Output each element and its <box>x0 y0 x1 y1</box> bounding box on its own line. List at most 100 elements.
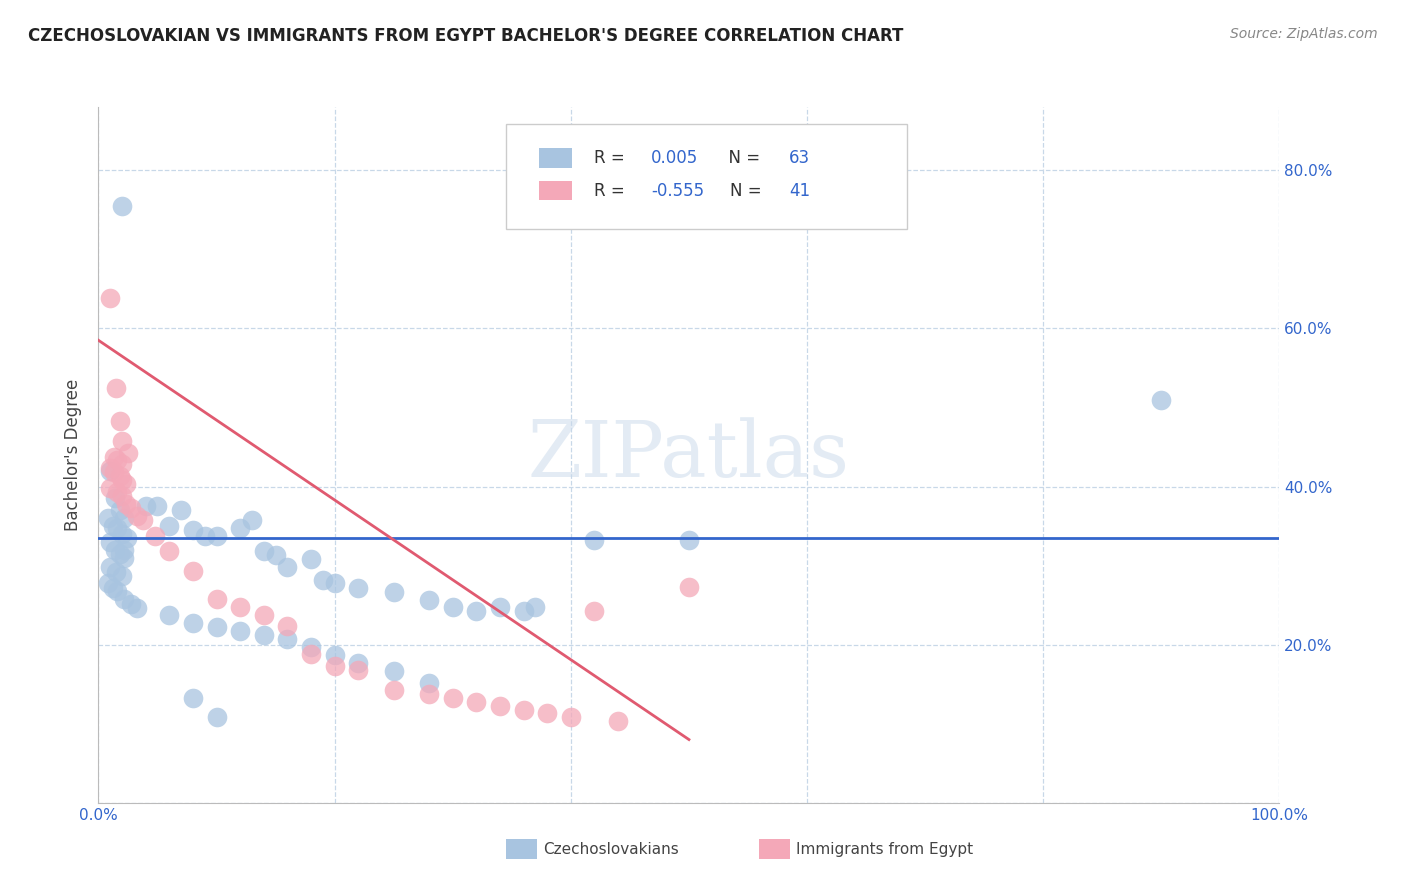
Point <box>181 523 204 537</box>
Point <box>441 599 464 614</box>
Point <box>418 592 440 607</box>
Point <box>111 458 134 472</box>
Point <box>181 615 204 630</box>
Point <box>112 542 135 557</box>
Point <box>276 560 298 574</box>
Point <box>98 464 121 478</box>
Point <box>146 500 169 514</box>
Text: Czechoslovakians: Czechoslovakians <box>543 842 679 856</box>
Point <box>489 599 512 614</box>
Point <box>111 199 134 213</box>
Point <box>312 573 335 587</box>
Point <box>111 473 134 487</box>
Point <box>1150 392 1173 407</box>
Point <box>98 461 121 475</box>
Point <box>583 533 606 547</box>
Point <box>157 519 180 533</box>
Point <box>418 675 440 690</box>
Point <box>101 581 124 595</box>
Point <box>105 453 128 467</box>
Point <box>105 521 128 535</box>
Point <box>157 607 180 622</box>
Point <box>132 513 155 527</box>
Point <box>108 414 131 428</box>
Point <box>105 565 128 579</box>
Point <box>253 607 276 622</box>
Point <box>441 690 464 705</box>
Point <box>105 485 128 500</box>
Point <box>127 508 149 523</box>
Point <box>98 560 121 574</box>
Point <box>108 469 131 483</box>
Point <box>205 591 228 606</box>
Point <box>127 600 149 615</box>
Point <box>114 497 136 511</box>
Text: Immigrants from Egypt: Immigrants from Egypt <box>796 842 973 856</box>
Point <box>170 503 193 517</box>
Point <box>111 434 134 448</box>
Point <box>382 664 405 678</box>
Point <box>115 531 138 545</box>
Point <box>111 489 134 503</box>
Point <box>560 710 582 724</box>
Point <box>121 597 143 611</box>
Point <box>105 583 128 598</box>
Point <box>229 521 252 535</box>
Point <box>205 528 228 542</box>
Point <box>157 544 180 558</box>
Point <box>512 702 534 716</box>
Point <box>347 581 370 595</box>
Point <box>205 710 228 724</box>
Point <box>607 714 630 729</box>
Point <box>299 647 322 661</box>
Point <box>489 698 512 713</box>
Point <box>143 528 166 542</box>
Point <box>97 576 120 591</box>
Point <box>121 500 143 515</box>
Point <box>253 544 276 558</box>
FancyBboxPatch shape <box>538 148 572 168</box>
Point <box>253 628 276 642</box>
Point <box>181 691 204 706</box>
Point <box>347 663 370 677</box>
Point <box>103 450 125 464</box>
FancyBboxPatch shape <box>506 124 907 229</box>
Point <box>678 580 700 594</box>
Point <box>97 511 120 525</box>
Point <box>112 591 135 606</box>
Point <box>114 477 136 491</box>
Text: 41: 41 <box>789 182 810 200</box>
Y-axis label: Bachelor's Degree: Bachelor's Degree <box>65 379 83 531</box>
Point <box>104 542 127 557</box>
Point <box>323 648 346 662</box>
Text: 0.005: 0.005 <box>651 149 699 167</box>
Text: R =: R = <box>595 149 630 167</box>
Point <box>512 604 534 618</box>
Text: -0.555: -0.555 <box>651 182 704 200</box>
Point <box>108 547 131 561</box>
Point <box>347 656 370 670</box>
Point <box>111 569 134 583</box>
Point <box>678 533 700 547</box>
Point <box>229 599 252 614</box>
Point <box>229 624 252 639</box>
Text: N =: N = <box>730 182 768 200</box>
Point <box>524 599 547 614</box>
Point <box>181 564 204 578</box>
Point <box>276 619 298 633</box>
Point <box>465 604 488 618</box>
Point <box>583 604 606 618</box>
Point <box>117 445 139 459</box>
Point <box>205 620 228 634</box>
Text: Source: ZipAtlas.com: Source: ZipAtlas.com <box>1230 27 1378 41</box>
Point <box>105 381 128 395</box>
Point <box>112 550 135 565</box>
Text: N =: N = <box>718 149 766 167</box>
Point <box>112 511 135 525</box>
Point <box>135 500 157 514</box>
Point <box>104 491 127 506</box>
Point <box>299 552 322 566</box>
Point <box>299 640 322 654</box>
Point <box>111 527 134 541</box>
Point <box>108 503 131 517</box>
